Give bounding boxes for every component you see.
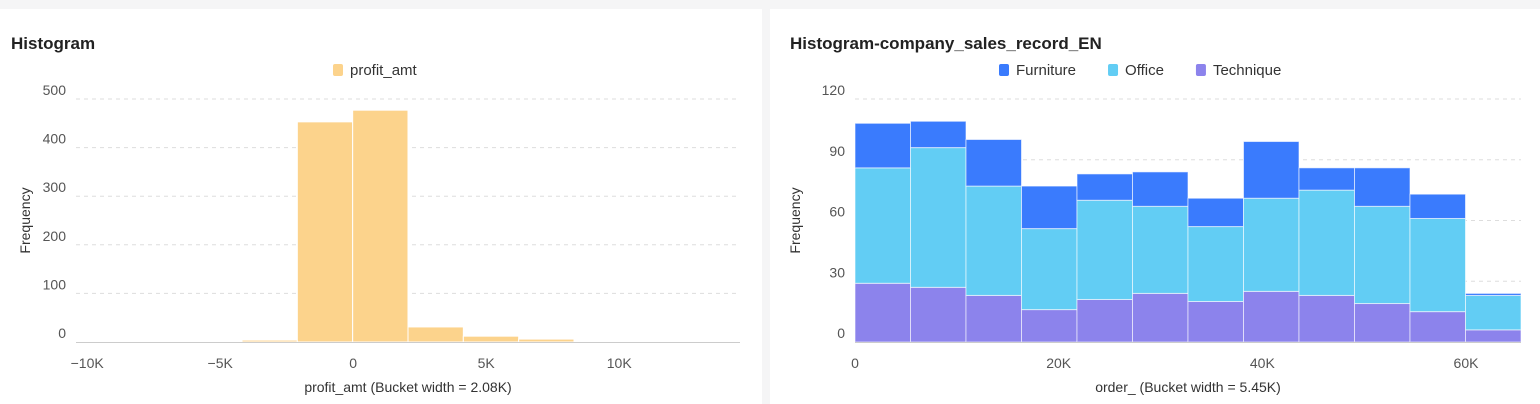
bar-furniture — [1354, 167, 1411, 207]
y-tick-label: 100 — [43, 276, 67, 292]
bar-furniture — [965, 139, 1022, 187]
legend-label: Office — [1125, 62, 1164, 79]
bar-office — [1132, 205, 1189, 294]
bar-office — [1354, 205, 1411, 305]
legend-label: Furniture — [1016, 62, 1076, 79]
y-tick-label: 400 — [43, 131, 67, 147]
bar-furniture — [1021, 185, 1078, 230]
bar-furniture — [854, 122, 911, 169]
bar-furniture — [1243, 141, 1300, 199]
x-axis-label: order_ (Bucket width = 5.45K) — [1095, 379, 1281, 395]
x-tick-label: 10K — [607, 355, 633, 371]
y-tick-label: 0 — [58, 325, 66, 341]
stacked-histogram-chart: 0 30 60 90 120 0 20K 40K 60K Furniture Office Techn… — [787, 62, 1522, 395]
bar-office — [1465, 294, 1522, 331]
x-tick-label: −10K — [71, 355, 105, 371]
bar-technique — [1409, 311, 1466, 343]
bar-furniture — [1132, 171, 1189, 207]
histogram-bar — [407, 326, 464, 343]
legend-label: Technique — [1213, 62, 1281, 79]
bar-furniture — [1187, 197, 1244, 228]
y-tick-label: 300 — [43, 179, 67, 195]
bar-furniture — [910, 120, 967, 149]
bar-furniture — [1409, 193, 1466, 219]
bar-technique — [1354, 303, 1411, 343]
bar-technique — [1021, 309, 1078, 343]
bar-technique — [1465, 329, 1522, 343]
bar-technique — [965, 294, 1022, 343]
y-axis-label: Frequency — [787, 187, 803, 253]
y-tick-label: 500 — [43, 82, 67, 98]
legend-label: profit_amt — [350, 62, 418, 79]
bar-furniture — [1298, 167, 1355, 191]
y-tick-label: 90 — [829, 143, 845, 159]
bar-furniture — [1465, 292, 1522, 296]
bar-office — [965, 185, 1022, 296]
bar-technique — [1187, 301, 1244, 343]
bar-technique — [1298, 294, 1355, 343]
histogram-chart: 0 100 200 300 400 500 −10K −5K 0 5K 10K profit_amtp… — [17, 62, 741, 395]
histogram-bar — [241, 339, 298, 343]
x-tick-label: 5K — [478, 355, 496, 371]
y-tick-label: 120 — [822, 82, 846, 98]
x-tick-label: 0 — [851, 355, 859, 371]
bar-furniture — [1076, 173, 1133, 201]
y-tick-label: 0 — [837, 325, 845, 341]
bar-office — [1409, 217, 1466, 313]
x-axis-label: profit_amt (Bucket width = 2.08K) — [304, 379, 511, 395]
histogram-panel-profit: Histogram 0 100 200 300 400 500 −10K −5K 0 5K 10K p… — [0, 9, 762, 404]
histogram-bar — [573, 340, 630, 343]
histogram-panel-sales: Histogram-company_sales_record_EN 0 30 60 9… — [770, 9, 1540, 404]
legend-marker — [1108, 64, 1119, 76]
histogram-bar — [296, 121, 354, 343]
y-tick-label: 60 — [829, 204, 845, 220]
bar-office — [1243, 197, 1300, 292]
bar-office — [1076, 199, 1133, 300]
x-tick-label: 0 — [349, 355, 357, 371]
x-tick-label: 40K — [1250, 355, 1276, 371]
x-tick-label: −5K — [208, 355, 234, 371]
x-tick-label: 20K — [1046, 355, 1072, 371]
bar-technique — [910, 286, 967, 343]
y-tick-label: 200 — [43, 228, 67, 244]
histogram-bar — [462, 335, 520, 343]
bar-office — [910, 147, 967, 288]
y-axis-label: Frequency — [17, 187, 33, 253]
x-tick-label: 60K — [1454, 355, 1480, 371]
bar-office — [1021, 228, 1078, 311]
histogram-bar — [352, 109, 409, 343]
bar-technique — [1076, 298, 1133, 343]
legend-marker — [1195, 64, 1206, 76]
y-tick-label: 30 — [829, 264, 845, 280]
chart-title: Histogram-company_sales_record_EN — [790, 34, 1102, 53]
bar-technique — [1132, 292, 1189, 343]
bar-technique — [1243, 290, 1300, 343]
histogram-bar — [518, 338, 575, 343]
bar-office — [1298, 189, 1355, 296]
bar-technique — [854, 282, 911, 343]
legend-marker — [333, 64, 343, 76]
bar-office — [1187, 226, 1244, 302]
chart-title: Histogram — [11, 34, 96, 53]
legend-marker — [999, 64, 1009, 76]
bar-office — [854, 167, 911, 284]
